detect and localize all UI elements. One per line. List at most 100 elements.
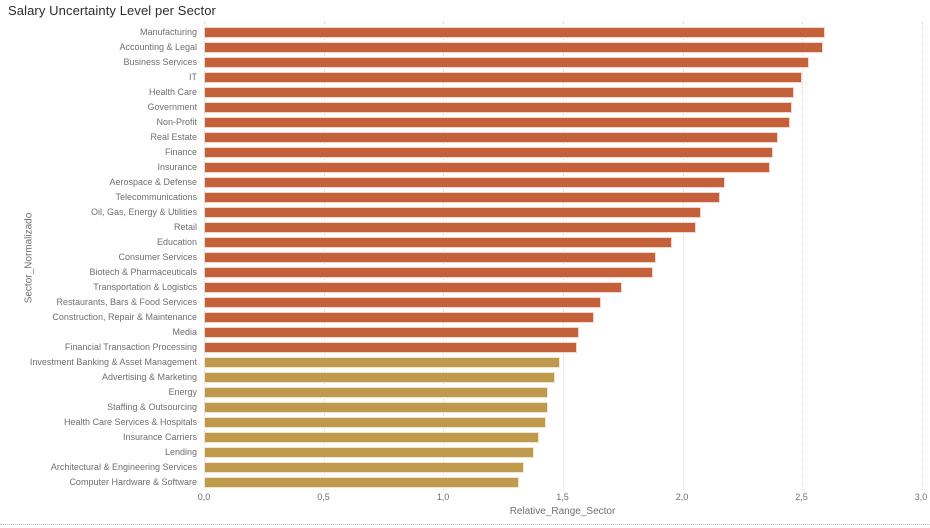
category-label: Telecommunications — [115, 192, 197, 202]
x-tick-label: 2,0 — [675, 492, 689, 502]
bar-track — [204, 55, 921, 70]
bar[interactable] — [204, 417, 546, 428]
chart-row: Accounting & Legal — [0, 40, 930, 55]
bar-track — [204, 40, 921, 55]
bar[interactable] — [204, 192, 721, 203]
chart-row: Biotech & Pharmaceuticals — [0, 265, 930, 280]
bar[interactable] — [204, 42, 823, 53]
category-label: Architectural & Engineering Services — [50, 462, 197, 472]
x-axis-ticks: 0,0 0,5 1,0 1,5 2,0 2,5 3,0 — [198, 492, 928, 504]
bar[interactable] — [204, 207, 702, 218]
x-axis-title: Relative_Range_Sector — [509, 506, 616, 517]
category-label: Restaurants, Bars & Food Services — [56, 297, 197, 307]
bar[interactable] — [204, 237, 673, 248]
category-label: Energy — [168, 387, 197, 397]
bar[interactable] — [204, 372, 556, 383]
bar[interactable] — [204, 477, 520, 488]
bar-track — [204, 220, 921, 235]
category-label: Real Estate — [150, 132, 197, 142]
bar[interactable] — [204, 447, 534, 458]
bar-track — [204, 460, 921, 475]
bar[interactable] — [204, 462, 525, 473]
category-label: Staffing & Outsourcing — [107, 402, 197, 412]
gridline — [802, 22, 804, 490]
category-label: Insurance — [157, 162, 197, 172]
bar-track — [204, 430, 921, 445]
bar[interactable] — [204, 342, 577, 353]
bar[interactable] — [204, 222, 697, 233]
chart-row: Manufacturing — [0, 25, 930, 40]
category-label: Health Care Services & Hospitals — [63, 417, 197, 427]
category-label: Investment Banking & Asset Management — [29, 357, 197, 367]
bar[interactable] — [204, 147, 773, 158]
bar[interactable] — [204, 57, 809, 68]
category-label: Education — [156, 237, 197, 247]
bar-track — [204, 25, 921, 40]
x-tick-label: 2,5 — [795, 492, 808, 502]
bar[interactable] — [204, 132, 778, 143]
chart-row: Telecommunications — [0, 190, 930, 205]
category-label: Transportation & Logistics — [93, 282, 197, 292]
bar-track — [204, 445, 921, 460]
bar-track — [204, 325, 921, 340]
chart-row: Financial Transaction Processing — [0, 340, 930, 355]
bar-track — [204, 250, 921, 265]
bar[interactable] — [204, 357, 561, 368]
bar[interactable] — [204, 432, 539, 443]
bar[interactable] — [204, 327, 580, 338]
category-label: Health Care — [148, 87, 197, 97]
category-label: Media — [172, 327, 197, 337]
bar-track — [204, 295, 921, 310]
x-tick-label: 0,0 — [197, 492, 211, 502]
category-label: Aerospace & Defense — [109, 177, 197, 187]
bar[interactable] — [204, 252, 656, 263]
chart-row: Aerospace & Defense — [0, 175, 930, 190]
chart-row: Advertising & Marketing — [0, 370, 930, 385]
bar[interactable] — [204, 72, 802, 83]
gridline — [922, 22, 923, 490]
bar[interactable] — [204, 402, 549, 413]
category-label: Business Services — [123, 57, 197, 67]
bar[interactable] — [204, 117, 790, 128]
bar-track — [204, 100, 921, 115]
chart-row: Architectural & Engineering Services — [0, 460, 930, 475]
category-label: Insurance Carriers — [122, 432, 197, 442]
bar[interactable] — [204, 102, 792, 113]
bar-track — [204, 175, 921, 190]
bar[interactable] — [204, 267, 654, 278]
chart-row: Lending — [0, 445, 930, 460]
chart-row: Energy — [0, 385, 930, 400]
bar-track — [204, 475, 921, 490]
x-tick-label: 1,0 — [436, 492, 450, 502]
bar-track — [204, 265, 921, 280]
chart-row: Government — [0, 100, 930, 115]
bar[interactable] — [204, 387, 549, 398]
bar[interactable] — [204, 282, 623, 293]
bar[interactable] — [204, 27, 826, 38]
bar-track — [204, 355, 921, 370]
bar[interactable] — [204, 312, 594, 323]
chart-row: Insurance — [0, 160, 930, 175]
bar-track — [204, 85, 921, 100]
gridline — [682, 22, 684, 490]
chart-row: Media — [0, 325, 930, 340]
bar[interactable] — [204, 87, 795, 98]
category-label: Construction, Repair & Maintenance — [52, 312, 197, 322]
bar-track — [204, 310, 921, 325]
bar-track — [204, 115, 921, 130]
x-tick-label: 0,5 — [317, 492, 330, 502]
bar-track — [204, 70, 921, 85]
category-label: Government — [147, 102, 197, 112]
bar[interactable] — [204, 177, 726, 188]
category-label: Financial Transaction Processing — [64, 342, 197, 352]
bar-track — [204, 415, 921, 430]
bar[interactable] — [204, 162, 771, 173]
bar-rows: Manufacturing Accounting & Legal Business … — [0, 25, 930, 490]
category-label: Retail — [173, 222, 197, 232]
bar-track — [204, 145, 921, 160]
chart-row: Computer Hardware & Software — [0, 475, 930, 490]
chart-row: Retail — [0, 220, 930, 235]
bar[interactable] — [204, 297, 601, 308]
category-label: Biotech & Pharmaceuticals — [89, 267, 197, 277]
